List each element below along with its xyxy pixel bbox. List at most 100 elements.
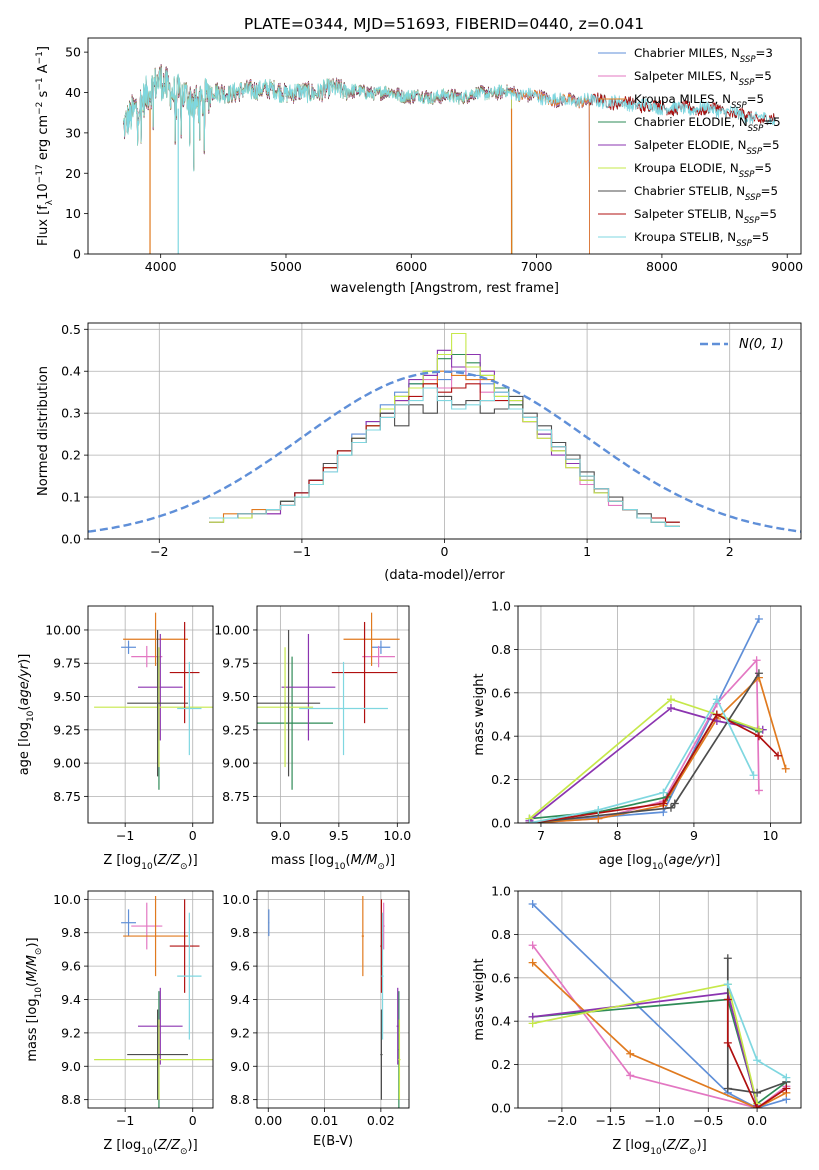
age-vs-mass-xlabel-part: ⊙ <box>377 862 385 872</box>
age-vs-Z-ylabel: age [log10(age/yr)] <box>17 654 36 776</box>
spectrum-ylabel: Flux [fλ10−17 erg cm−2 s−1 A−1] <box>35 46 55 246</box>
spectrum-xlabel: wavelength [Angstrom, rest frame] <box>330 281 559 296</box>
spectrum-xtick-label: 4000 <box>145 259 177 274</box>
mass-vs-Z-xlabel: Z [log10(Z/Z⊙)] <box>103 1138 197 1157</box>
legend-label: Kroupa ELODIE, NSSP=5 <box>634 161 772 180</box>
mass-weight-vs-Z-marker <box>782 1073 791 1082</box>
spectrum-line-kroupa-stelib <box>123 67 776 172</box>
mass-vs-Z-xlabel-part: Z/Z <box>157 1138 181 1153</box>
figure-title: PLATE=0344, MJD=51693, FIBERID=0440, z=0… <box>244 15 644 33</box>
mass-weight-vs-Z-marker <box>753 1088 762 1097</box>
mass-weight-vs-Z-ylabel: mass weight <box>472 958 487 1040</box>
residual-ytick-label: 0.2 <box>61 448 81 463</box>
spectrum-ylabel-part: A <box>36 64 51 77</box>
mass-vs-Z-ylabel-part: ⊙ <box>34 948 44 956</box>
age-vs-mass-xlabel-part: mass [log <box>271 853 334 868</box>
legend-label-part: Chabrier STELIB, N <box>634 184 745 198</box>
spectrum-ylabel-part: erg cm <box>36 115 51 164</box>
residual-xtick-label: −2 <box>150 544 168 559</box>
mass-weight-vs-age-ytick-label: 0.4 <box>491 729 511 744</box>
mass-vs-Z-ytick-label: 9.6 <box>61 959 81 974</box>
mass-vs-Z-ylabel-part: 10 <box>34 987 44 999</box>
legend-label-part: =5 <box>759 207 776 221</box>
age-vs-mass-xtick-label: 9.0 <box>270 828 290 843</box>
legend-label: Salpeter MILES, NSSP=5 <box>634 69 772 88</box>
mass-weight-vs-age-marker <box>712 695 721 704</box>
residual-ytick-label: 0.1 <box>61 490 81 505</box>
mass-vs-Z-xlabel-part: ( <box>153 1138 158 1153</box>
mass-weight-vs-age-marker <box>754 615 763 624</box>
legend-label-part: Salpeter STELIB, N <box>634 207 744 221</box>
mass-weight-vs-age-ytick-label: 0.6 <box>491 685 511 700</box>
residual-xtick-label: 2 <box>726 544 734 559</box>
mass-weight-vs-Z-marker <box>528 1019 537 1028</box>
age-vs-Z-ylabel-part: 10 <box>26 710 36 722</box>
mass-vs-ebv-ytick-label: 10.0 <box>222 892 250 907</box>
mass-weight-vs-age-marker <box>666 695 675 704</box>
age-vs-Z-xtick-label: 0 <box>189 828 197 843</box>
mass-weight-vs-age-marker <box>774 751 783 760</box>
mass-weight-vs-age-xtick-label: 9 <box>690 828 698 843</box>
mass-weight-vs-Z-xtick-label: −1.0 <box>644 1113 674 1128</box>
mass-weight-vs-Z-xtick-label: −1.5 <box>596 1113 626 1128</box>
age-vs-mass-xtick-label: 9.5 <box>329 828 349 843</box>
legend-label-part: SSP <box>748 124 764 134</box>
mass-weight-vs-Z-xlabel-part: )] <box>697 1138 707 1153</box>
age-vs-mass-xlabel-part: M/M <box>351 853 378 868</box>
mass-vs-Z-ylabel-part: ( <box>25 982 40 987</box>
mass-vs-Z-frame <box>87 890 214 1109</box>
mass-weight-vs-age-marker <box>666 803 675 812</box>
legend-label-part: SSP <box>739 78 755 88</box>
mass-vs-Z-xlabel-part: )] <box>188 1138 198 1153</box>
mass-weight-vs-Z-ytick-label: 1.0 <box>491 884 511 899</box>
age-vs-Z-xlabel-part: 10 <box>141 862 153 872</box>
mass-vs-ebv-xtick-label: 0.00 <box>254 1113 282 1128</box>
mass-weight-vs-age-ylabel: mass weight <box>472 673 487 755</box>
mass-weight-vs-Z-xlabel-part: Z [log <box>612 1138 650 1153</box>
residual-frame <box>87 322 802 540</box>
legend-label-part: SSP <box>744 216 760 226</box>
mass-weight-vs-age-marker <box>659 799 668 808</box>
residual-ytick-label: 0.0 <box>61 532 81 547</box>
age-vs-Z-ytick-label: 8.75 <box>53 789 81 804</box>
mass-weight-vs-Z-marker <box>626 1071 635 1080</box>
age-vs-Z-xlabel-part: ( <box>153 853 158 868</box>
legend-label-part: SSP <box>731 101 747 111</box>
legend-label-part: SSP <box>736 239 752 249</box>
mass-vs-Z-ytick-label: 9.0 <box>61 1059 81 1074</box>
spectrum-ylabel-part: 10 <box>36 183 51 200</box>
age-vs-mass-ytick-label: 10.00 <box>214 622 250 637</box>
mass-vs-ebv-ytick-label: 9.8 <box>230 925 250 940</box>
legend-label: Chabrier MILES, NSSP=3 <box>634 46 773 65</box>
mass-vs-ebv-xtick-label: 0.01 <box>311 1113 339 1128</box>
legend-label: Chabrier STELIB, NSSP=5 <box>634 184 778 203</box>
mass-vs-ebv-errorbars <box>268 896 401 1108</box>
mass-weight-vs-Z-xlabel-part: ⊙ <box>689 1147 697 1157</box>
legend-label-part: =5 <box>761 184 778 198</box>
mass-vs-Z-ylabel: mass [log10(M/M⊙)] <box>25 937 44 1061</box>
mass-vs-ebv-ytick-label: 9.0 <box>230 1059 250 1074</box>
mass-weight-vs-age-marker <box>749 771 758 780</box>
mass-weight-vs-age-xlabel-part: 10 <box>652 862 664 872</box>
mass-weight-vs-age-marker <box>781 764 790 773</box>
age-vs-Z-xlabel: Z [log10(Z/Z⊙)] <box>103 853 197 872</box>
mass-weight-vs-Z-marker <box>528 900 537 909</box>
age-vs-Z-ylabel-part: ( <box>17 706 32 711</box>
residual-xtick-label: −1 <box>293 544 311 559</box>
mass-weight-vs-age-xtick-label: 7 <box>537 828 545 843</box>
spectrum-ylabel-part: ] <box>36 46 51 51</box>
age-vs-Z-ytick-label: 10.00 <box>45 622 81 637</box>
age-vs-Z-xtick-label: −1 <box>116 828 134 843</box>
age-vs-Z-ytick-label: 9.50 <box>53 689 81 704</box>
age-vs-mass-xlabel: mass [log10(M/M⊙)] <box>271 853 395 872</box>
mass-weight-vs-age-line-salpeter-elodie <box>528 707 763 822</box>
mass-vs-Z-xtick-label: 0 <box>189 1113 197 1128</box>
mass-vs-Z-xlabel-part: 10 <box>141 1147 153 1157</box>
mass-weight-vs-Z-marker <box>723 954 732 963</box>
normal-legend-label: N(0, 1) <box>739 337 784 352</box>
mass-weight-vs-Z-line-chabrier-miles <box>532 903 787 1108</box>
legend-label: Chabrier ELODIE, NSSP=5 <box>634 115 781 134</box>
mass-weight-vs-Z-marker <box>528 958 537 967</box>
mass-weight-vs-age-lines <box>525 615 790 823</box>
